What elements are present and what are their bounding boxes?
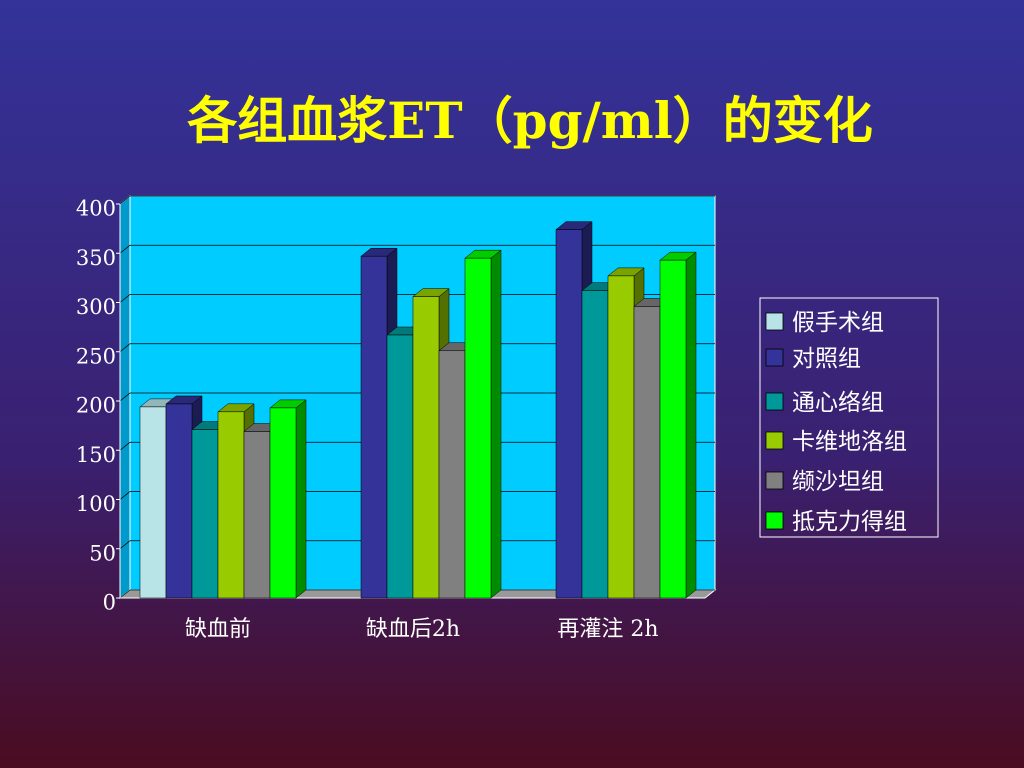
bar [360,255,388,599]
y-tick-label: 150 [76,443,116,467]
legend-swatch [765,392,784,411]
bar [555,229,583,599]
grid-line [119,589,131,599]
y-tick-label: 400 [76,197,116,221]
legend-swatch [765,312,784,331]
y-tick-label: 200 [76,394,116,418]
legend-swatch [765,431,784,450]
chart-title: 各组血浆ET（pg/ml）的变化 [187,91,872,150]
bar [217,411,245,599]
grid-line [119,244,131,254]
bar [438,350,466,599]
bar [243,431,271,599]
y-tick-label: 50 [89,541,116,565]
grid-line [119,491,131,500]
legend-label: 缬沙坦组 [792,469,884,495]
legend-label: 通心络组 [792,390,884,416]
bar [607,275,635,599]
x-tick-label: 再灌注 2h [557,617,658,642]
grid-line [119,441,131,451]
legend-swatch [765,471,784,490]
bar [165,403,193,599]
bar-side [685,251,697,599]
bar [386,334,414,599]
grid-line [119,343,131,353]
grid-line [119,392,131,402]
legend-label: 假手术组 [792,310,884,336]
bar [633,306,661,599]
y-tick-label: 0 [103,591,116,615]
bar [139,406,167,599]
bar [464,257,492,599]
y-tick-label: 100 [76,492,116,516]
legend-box [759,297,939,538]
y-tick-label: 350 [76,246,116,270]
y-tick-label: 250 [76,344,116,368]
grid-line [119,195,131,205]
bar-side [490,249,502,599]
grid-line [119,540,131,550]
bar [659,259,687,599]
bar [191,429,219,599]
bar-side [295,399,307,599]
y-tick-label: 300 [76,295,116,319]
x-tick-label: 缺血前 [185,617,251,642]
bar [581,290,609,599]
bar [269,407,297,599]
x-tick-label: 缺血后2h [366,617,460,642]
legend-label: 卡维地洛组 [792,429,907,455]
legend-swatch [765,511,784,530]
legend-label: 对照组 [792,346,861,372]
legend-label: 抵克力得组 [792,509,907,535]
legend-swatch [765,348,784,367]
bar [412,296,440,599]
grid-line [119,294,131,303]
